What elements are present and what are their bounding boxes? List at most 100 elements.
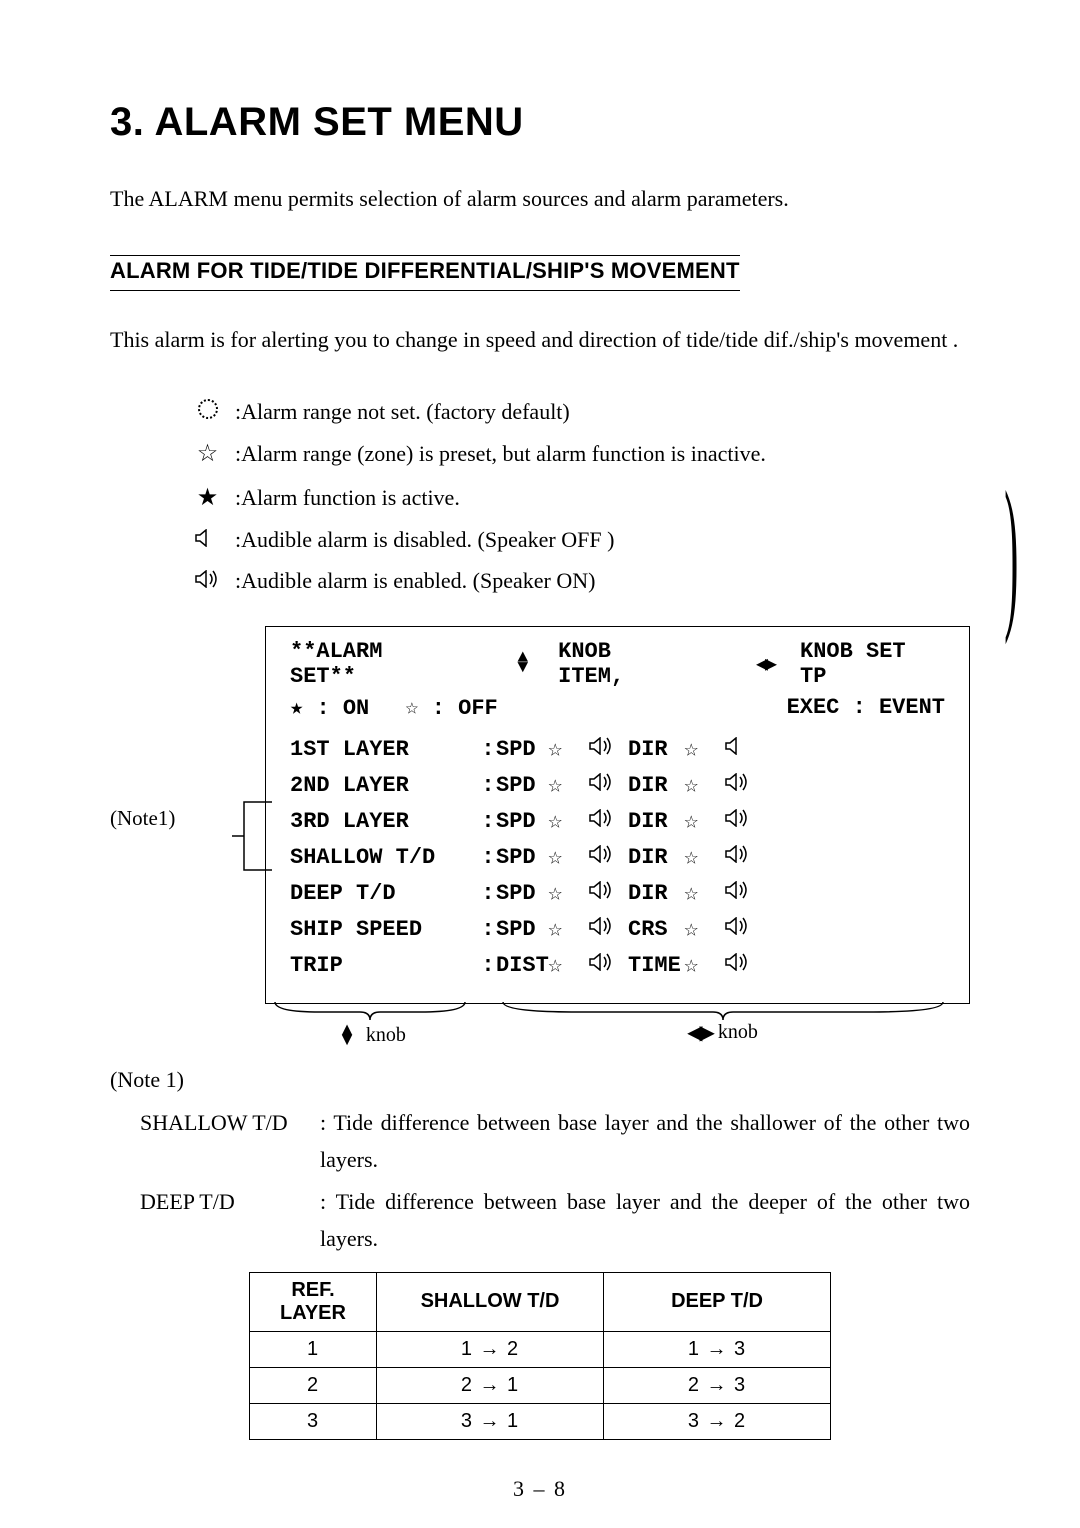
table-cell: 2 <box>250 1367 377 1403</box>
speaker-icon <box>576 773 628 798</box>
param-2: DIR <box>628 881 684 906</box>
row-label: SHIP SPEED <box>290 917 480 942</box>
param-2: DIR <box>628 737 684 762</box>
alarm-row: 1ST LAYER:SPD☆DIR☆ <box>290 731 945 767</box>
legend-item: :Alarm range not set. (factory default) <box>180 393 970 432</box>
alarm-row: 2ND LAYER:SPD☆DIR☆ <box>290 767 945 803</box>
table-row: 22 → 12 → 3 <box>250 1367 831 1403</box>
page-number: 3 – 8 <box>110 1476 970 1502</box>
note-key: DEEP T/D <box>140 1183 320 1258</box>
section-description: This alarm is for alerting you to change… <box>110 319 970 361</box>
speaker-icon <box>712 917 764 942</box>
alarm-set-panel: **ALARM SET** ▲▼ KNOB ITEM, ◀▶ KNOB SET … <box>265 626 970 1004</box>
off-legend: ☆ : OFF <box>405 695 497 721</box>
star-icon: ☆ <box>548 770 576 800</box>
table-cell: 1 → 3 <box>604 1331 831 1367</box>
row-label: 1ST LAYER <box>290 737 480 762</box>
speaker-icon <box>576 881 628 906</box>
param-1: SPD <box>496 809 548 834</box>
star-icon: ☆ <box>684 734 712 764</box>
legend-text: :Alarm function is active. <box>235 479 970 518</box>
note-value: : Tide difference between base layer and… <box>320 1104 970 1179</box>
speaker-icon <box>576 737 628 762</box>
param-1: SPD <box>496 737 548 762</box>
alarm-row: 3RD LAYER:SPD☆DIR☆ <box>290 803 945 839</box>
knob-set-label: KNOB SET TP <box>800 639 945 689</box>
star-icon: ☆ <box>548 842 576 872</box>
legend-item: ☆ :Alarm range (zone) is preset, but alar… <box>180 433 970 475</box>
table-cell: 3 → 1 <box>377 1403 604 1439</box>
alarm-row: DEEP T/D:SPD☆DIR☆ <box>290 875 945 911</box>
symbol-legend: :Alarm range not set. (factory default)☆… <box>180 393 970 601</box>
table-cell: 1 <box>250 1331 377 1367</box>
speaker-icon <box>712 809 764 834</box>
table-header: DEEP T/D <box>604 1272 831 1331</box>
star-icon: ☆ <box>548 914 576 944</box>
knob-updown-underlabel: ▲▼ knob <box>334 1024 406 1047</box>
param-1: SPD <box>496 845 548 870</box>
notes-title: (Note 1) <box>110 1061 970 1098</box>
speaker-icon <box>576 953 628 978</box>
alarm-panel-wrap: (Note1) **ALARM SET** ▲▼ KNOB ITEM, ◀▶ K… <box>110 626 970 1046</box>
star-icon: ☆ <box>684 842 712 872</box>
table-header: SHALLOW T/D <box>377 1272 604 1331</box>
star-hollow-icon: ☆ <box>197 433 219 475</box>
table-cell: 2 → 1 <box>377 1367 604 1403</box>
legend-item: ★:Alarm function is active. <box>180 477 970 519</box>
speaker-icon <box>712 773 764 798</box>
legend-item: :Audible alarm is enabled. (Speaker ON) <box>180 562 970 601</box>
speaker-off-icon <box>195 529 221 547</box>
speaker-icon <box>576 845 628 870</box>
star-icon: ☆ <box>684 950 712 980</box>
table-row: 33 → 13 → 2 <box>250 1403 831 1439</box>
row-label: 2ND LAYER <box>290 773 480 798</box>
row-label: TRIP <box>290 953 480 978</box>
star-icon: ☆ <box>548 878 576 908</box>
star-icon: ☆ <box>684 770 712 800</box>
alarm-row: TRIP:DIST☆TIME☆ <box>290 947 945 983</box>
table-cell: 2 → 3 <box>604 1367 831 1403</box>
legend-text: :Audible alarm is disabled. (Speaker OFF… <box>235 521 970 560</box>
speaker-icon <box>712 881 764 906</box>
table-cell: 3 <box>250 1403 377 1439</box>
param-1: SPD <box>496 773 548 798</box>
note1-side-label: (Note1) <box>110 806 175 831</box>
star-icon: ☆ <box>548 734 576 764</box>
param-1: SPD <box>496 917 548 942</box>
speaker-icon <box>576 809 628 834</box>
intro-text: The ALARM menu permits selection of alar… <box>110 183 970 215</box>
param-2: TIME <box>628 953 684 978</box>
exec-legend: EXEC : EVENT <box>787 695 945 721</box>
table-header: REF.LAYER <box>250 1272 377 1331</box>
param-1: DIST <box>496 953 548 978</box>
star-icon: ☆ <box>684 878 712 908</box>
param-2: CRS <box>628 917 684 942</box>
on-legend: ★ : ON <box>290 695 369 721</box>
legend-text: :Alarm range not set. (factory default) <box>235 393 970 432</box>
param-2: DIR <box>628 773 684 798</box>
row-label: 3RD LAYER <box>290 809 480 834</box>
reference-table: REF.LAYERSHALLOW T/DDEEP T/D 11 → 21 → 3… <box>249 1272 831 1440</box>
table-cell: 1 → 2 <box>377 1331 604 1367</box>
star-icon: ☆ <box>684 806 712 836</box>
legend-text: :Audible alarm is enabled. (Speaker ON) <box>235 562 970 601</box>
speaker-icon <box>576 917 628 942</box>
legend-item: :Audible alarm is disabled. (Speaker OFF… <box>180 521 970 560</box>
speaker-icon <box>712 845 764 870</box>
section-header: ALARM FOR TIDE/TIDE DIFFERENTIAL/SHIP'S … <box>110 255 740 291</box>
knob-item-label: KNOB ITEM, <box>558 639 690 689</box>
knob-leftright-underlabel: ◀▶ knob <box>687 1020 758 1045</box>
legend-curly-brace: ) <box>1005 403 1019 701</box>
notes-section: (Note 1) SHALLOW T/D: Tide difference be… <box>110 1061 970 1258</box>
alarm-row: SHALLOW T/D:SPD☆DIR☆ <box>290 839 945 875</box>
table-cell: 3 → 2 <box>604 1403 831 1439</box>
star-icon: ☆ <box>548 806 576 836</box>
row-label: SHALLOW T/D <box>290 845 480 870</box>
note1-bracket <box>232 798 272 874</box>
legend-text: :Alarm range (zone) is preset, but alarm… <box>235 435 970 474</box>
speaker-icon <box>712 953 764 978</box>
row-label: DEEP T/D <box>290 881 480 906</box>
note-definition: DEEP T/D: Tide difference between base l… <box>140 1183 970 1258</box>
speaker-icon <box>712 737 764 762</box>
knob-leftright-icon: ◀▶ <box>756 651 774 677</box>
